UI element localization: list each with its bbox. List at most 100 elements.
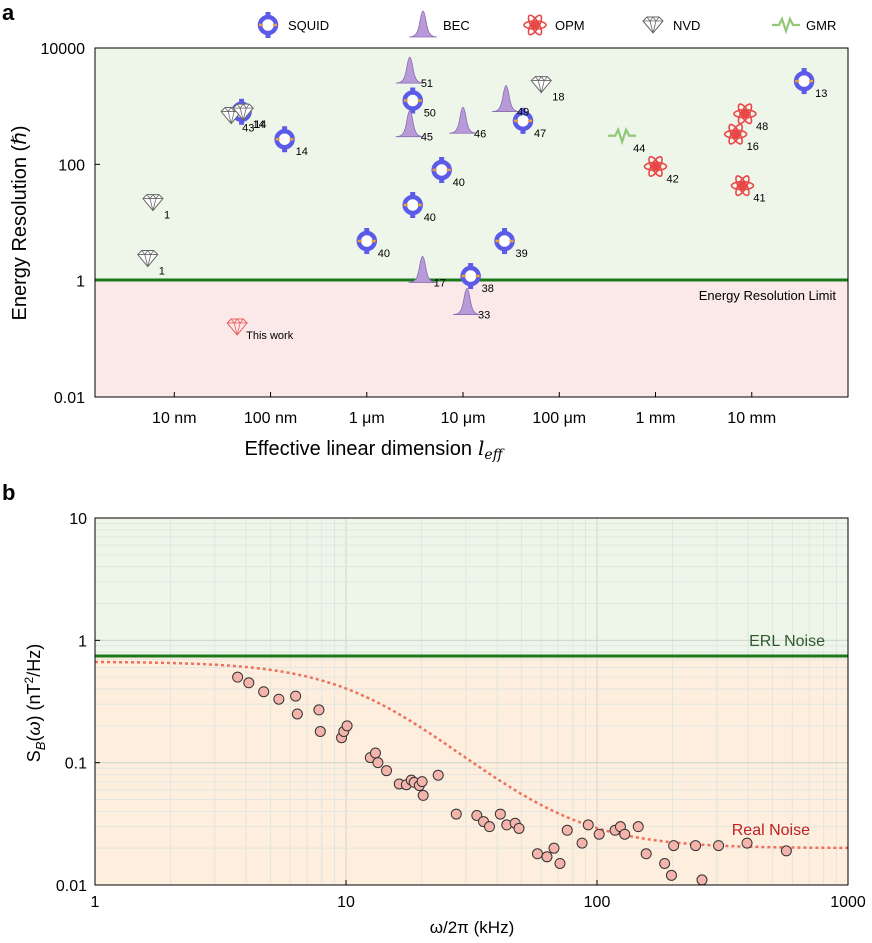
panel-a-point-ref-label: 44 <box>633 143 645 155</box>
legend-opm-label: OPM <box>555 18 585 33</box>
panel-b-region-above <box>95 518 848 656</box>
panel-a-x-tick-label: 10 nm <box>152 410 196 427</box>
panel-b-y-tick-label: 0.01 <box>56 878 87 895</box>
panel-a-y-axis-label: Energy Resolution (ℏ) <box>9 126 31 321</box>
legend-bec-label: BEC <box>443 18 470 33</box>
panel-a-point-ref-label: 42 <box>667 173 679 185</box>
panel-a-x-tick-label: 100 nm <box>244 410 297 427</box>
panel-a-point-ref-label: 41 <box>753 193 765 205</box>
panel-a-x-axis-label: Effective linear dimension <box>244 438 472 460</box>
panel-a-point-ref-label: 40 <box>453 177 465 189</box>
panel-b-data-point <box>314 725 326 737</box>
panel-a-region-above <box>95 48 848 280</box>
panel-a-point-ref-label: 39 <box>516 248 528 260</box>
panel-a-point-ref-label: 38 <box>482 283 494 295</box>
legend-nvd-label: NVD <box>673 18 700 33</box>
panel-b-x-tick-label: 1000 <box>830 894 866 911</box>
panel-b-data-point <box>417 789 429 801</box>
panel-a-region-below <box>95 280 848 397</box>
panel-a-x-tick-label: 1 μm <box>349 410 385 427</box>
panel-a-point-ref-label: 13 <box>815 88 827 100</box>
panel-a-x-tick-label: 100 μm <box>532 410 586 427</box>
panel-a-y-tick-label: 0.01 <box>54 390 85 407</box>
panel-b-frame <box>94 517 849 886</box>
panel-b-x-axis-label: ω/2π (kHz) <box>430 918 515 937</box>
panel-b-ticks: 1 10 100 1000 0.01 0.1 1 10 <box>56 511 866 911</box>
panel-b-data-point <box>471 809 483 821</box>
panel-a-x-axis-symbol: leff <box>478 436 505 463</box>
panel-b-data-point <box>531 848 543 860</box>
panel-b-data-point <box>369 747 381 759</box>
panel-a-y-tick-label: 10000 <box>41 41 86 58</box>
panel-a-legend: SQUID BEC OPM NVD GMR <box>259 11 836 38</box>
panel-a-point-labels: 14 14 40 40 50 40 38 39 47 13 51 45 46 49 17 33 42 16 48 41… <box>159 78 828 342</box>
erl-noise-label: ERL Noise <box>749 633 825 650</box>
panel-b-data-point <box>232 671 244 683</box>
panel-a-y-tick-label: 100 <box>58 157 85 174</box>
panel-a-ticks: 10 nm 100 nm 1 μm 10 μm 100 μm 1 mm 10 mm 0.01 1… <box>41 41 777 427</box>
panel-b-data-point <box>432 769 444 781</box>
real-noise-label: Real Noise <box>732 822 810 839</box>
panel-b-data-point <box>381 765 393 777</box>
panel-a-x-tick-label: 1 mm <box>636 410 676 427</box>
panel-b-data-point <box>313 704 325 716</box>
panel-b-data-point <box>713 840 725 852</box>
panel-b-data-point <box>665 869 677 881</box>
panel-a-point-ref-label: 47 <box>534 128 546 140</box>
panel-a-point-ref-label: 14 <box>254 119 266 131</box>
panel-b-data-point <box>780 845 792 857</box>
panel-b-data-point <box>291 708 303 720</box>
panel-b-data-point <box>494 808 506 820</box>
legend-squid-label: SQUID <box>288 18 329 33</box>
panel-b-data-point <box>619 828 631 840</box>
panel-a-point-ref-label: 14 <box>296 146 308 158</box>
panel-a-point-ref-label: 33 <box>478 310 490 322</box>
panel-b-data-point <box>640 848 652 860</box>
panel-b-data-point <box>632 821 644 833</box>
panel-b-x-tick-label: 100 <box>584 894 611 911</box>
panel-b-data-point <box>372 757 384 769</box>
panel-b-data-point <box>483 821 495 833</box>
panel-b-region-below <box>95 656 848 885</box>
panel-b-data-point <box>416 776 428 788</box>
legend-gmr-icon <box>770 17 802 33</box>
legend-bec-icon <box>408 10 438 38</box>
panel-b-data-point <box>243 677 255 689</box>
panel-a-x-tick-label: 10 μm <box>441 410 486 427</box>
panel-b-data-point <box>696 874 708 885</box>
panel-a-point-ref-label: 51 <box>421 78 433 90</box>
panel-b-data-point <box>593 828 605 840</box>
panel-a-point-ref-label: 45 <box>421 132 433 144</box>
panel-b-data-point <box>741 837 753 849</box>
panel-a-point-ref-label: This work <box>246 330 294 342</box>
panel-b-data-point <box>513 822 525 834</box>
panel-a-point-ref-label: 48 <box>756 121 768 133</box>
panel-a-label: a <box>2 0 15 25</box>
panel-a-point-ref-label: 49 <box>517 107 529 119</box>
legend-nvd-icon <box>642 16 664 34</box>
panel-b-data-point <box>541 851 553 863</box>
energy-resolution-limit-label: Energy Resolution Limit <box>699 288 837 303</box>
panel-a-point-ref-label: 40 <box>424 212 436 224</box>
panel-b-data-point <box>659 857 671 869</box>
panel-a-point-ref-label: 14 <box>253 119 265 131</box>
panel-b-data-point <box>273 693 285 705</box>
panel-b-data-point <box>341 720 353 732</box>
panel-a-frame <box>94 47 849 398</box>
panel-b-data-point <box>450 808 462 820</box>
legend-opm-icon <box>523 12 547 38</box>
panel-a-point-ref-label: 1 <box>164 210 170 222</box>
panel-a-x-tick-label: 10 mm <box>727 410 776 427</box>
panel-a-point-ref-label: 1 <box>159 266 165 278</box>
panel-b-y-tick-label: 1 <box>78 633 87 650</box>
panel-b-data-point <box>290 690 302 702</box>
panel-a-y-tick-label: 1 <box>76 274 85 291</box>
panel-b-data-point <box>668 840 680 852</box>
panel-b-data-point <box>554 857 566 869</box>
panel-b-y-tick-label: 0.1 <box>65 756 87 773</box>
legend-gmr-label: GMR <box>806 18 836 33</box>
panel-b-data-point <box>258 686 270 698</box>
panel-a-point-ref-label: 50 <box>424 108 436 120</box>
legend-squid-icon <box>259 12 277 38</box>
